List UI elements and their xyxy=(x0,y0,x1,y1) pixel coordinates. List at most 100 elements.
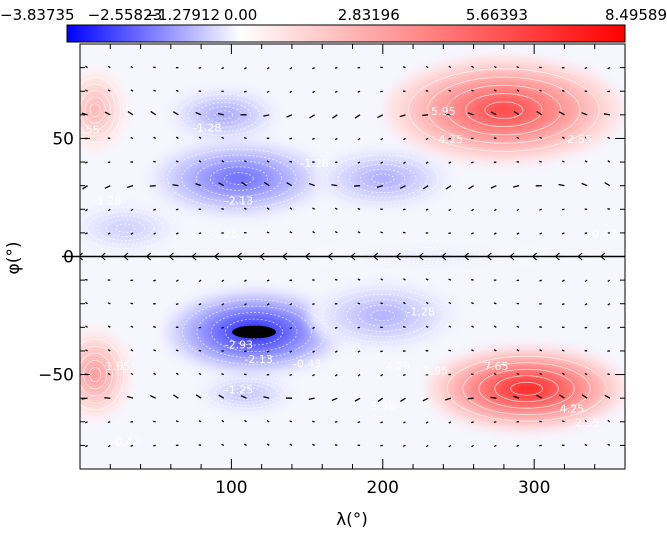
wind-vector xyxy=(127,395,134,399)
wind-vector xyxy=(175,372,179,376)
contour-ring xyxy=(214,381,279,406)
wind-vector xyxy=(516,325,520,328)
wind-vector xyxy=(490,185,497,189)
wind-vector xyxy=(467,112,474,116)
wind-vector xyxy=(312,230,316,234)
wind-vector xyxy=(403,161,406,164)
wind-vector xyxy=(513,110,520,116)
contour-ring xyxy=(238,390,255,397)
wind-vector xyxy=(195,182,202,187)
wind-vector xyxy=(85,65,88,69)
wind-vector xyxy=(107,232,111,235)
wind-vector xyxy=(107,325,111,328)
wind-vector xyxy=(175,89,179,92)
wind-vector xyxy=(448,89,452,92)
wind-vector xyxy=(85,232,88,235)
contour-label: 4.25 xyxy=(386,360,411,373)
wind-vector xyxy=(493,65,497,69)
wind-vector xyxy=(312,207,316,210)
contour-ring xyxy=(80,352,113,397)
wind-vector xyxy=(536,110,543,116)
wind-vector xyxy=(539,160,542,163)
wind-vector xyxy=(357,137,361,141)
wind-vector xyxy=(539,372,543,376)
wind-vector xyxy=(539,89,543,92)
contour-ring xyxy=(360,168,406,189)
wind-vector xyxy=(153,208,156,211)
wind-vector xyxy=(289,443,293,446)
wind-vector xyxy=(107,89,111,92)
wind-vector xyxy=(263,181,270,187)
wind-vector xyxy=(561,279,565,282)
wind-vector xyxy=(539,232,543,235)
contour-ring xyxy=(230,387,263,400)
wind-vector xyxy=(471,301,474,305)
wind-vector xyxy=(467,397,474,400)
wind-vector xyxy=(172,394,179,399)
wind-vector xyxy=(266,420,270,423)
contour-ring xyxy=(214,110,234,120)
contour-ring xyxy=(210,312,298,352)
wind-vector xyxy=(221,419,225,423)
wind-vector xyxy=(561,232,565,235)
contour-label: -1.28 xyxy=(210,228,238,241)
y-tick-label: −50 xyxy=(38,366,74,386)
wind-vector xyxy=(516,372,520,376)
wind-vector xyxy=(357,161,361,164)
wind-vector xyxy=(516,444,520,447)
wind-vector xyxy=(516,232,520,235)
wind-vector xyxy=(604,394,611,399)
wind-vector xyxy=(312,67,315,70)
wind-vector xyxy=(289,207,293,210)
wind-vector xyxy=(422,397,429,402)
wind-vector xyxy=(584,66,588,69)
wind-vector xyxy=(244,279,247,282)
wind-vector xyxy=(584,160,588,163)
wind-vector xyxy=(266,443,270,446)
wind-vector xyxy=(581,112,588,116)
wind-vector xyxy=(493,349,497,352)
wind-vector xyxy=(558,111,565,116)
wind-vector xyxy=(607,373,611,376)
wind-vector xyxy=(217,112,224,116)
contour-label: -2.13 xyxy=(244,353,272,366)
contour-ring xyxy=(86,211,164,246)
contour-ring xyxy=(195,160,283,197)
wind-vector xyxy=(334,207,338,210)
wind-vector xyxy=(584,136,588,139)
wind-vector xyxy=(127,185,134,188)
wind-vector xyxy=(425,325,429,328)
wind-vector xyxy=(581,394,588,399)
wind-vector xyxy=(448,161,452,164)
wind-vector xyxy=(399,185,406,189)
wind-vector xyxy=(198,349,202,352)
contour-ring xyxy=(222,384,271,403)
field-blob xyxy=(224,172,254,185)
contour-ring xyxy=(334,293,432,338)
contour-ring xyxy=(167,148,311,209)
wind-vector xyxy=(289,231,293,234)
colorbar-tick-label: −3.83735 xyxy=(0,6,75,24)
wind-vector xyxy=(468,185,474,190)
wind-vector xyxy=(493,372,497,376)
wind-vector xyxy=(107,444,111,448)
wind-vector xyxy=(85,325,88,328)
wind-vector xyxy=(150,394,156,399)
wind-vector xyxy=(244,67,247,70)
wind-vector xyxy=(221,303,225,306)
contour-ring xyxy=(427,76,581,144)
wind-vector xyxy=(561,160,565,163)
contour-ring xyxy=(478,368,575,409)
wind-vector xyxy=(153,372,157,376)
wind-vector xyxy=(218,394,225,399)
contour-ring xyxy=(326,154,439,203)
contour-ring xyxy=(89,103,101,118)
wind-vector xyxy=(85,349,88,352)
wind-vector xyxy=(334,444,338,447)
wind-vector xyxy=(471,373,474,376)
contour-ring xyxy=(446,355,607,422)
contour-label: 4.25 xyxy=(560,402,585,415)
field-blob xyxy=(115,223,136,233)
wind-vector xyxy=(244,443,247,446)
colorbar-tick-label: 2.83196 xyxy=(338,6,400,24)
